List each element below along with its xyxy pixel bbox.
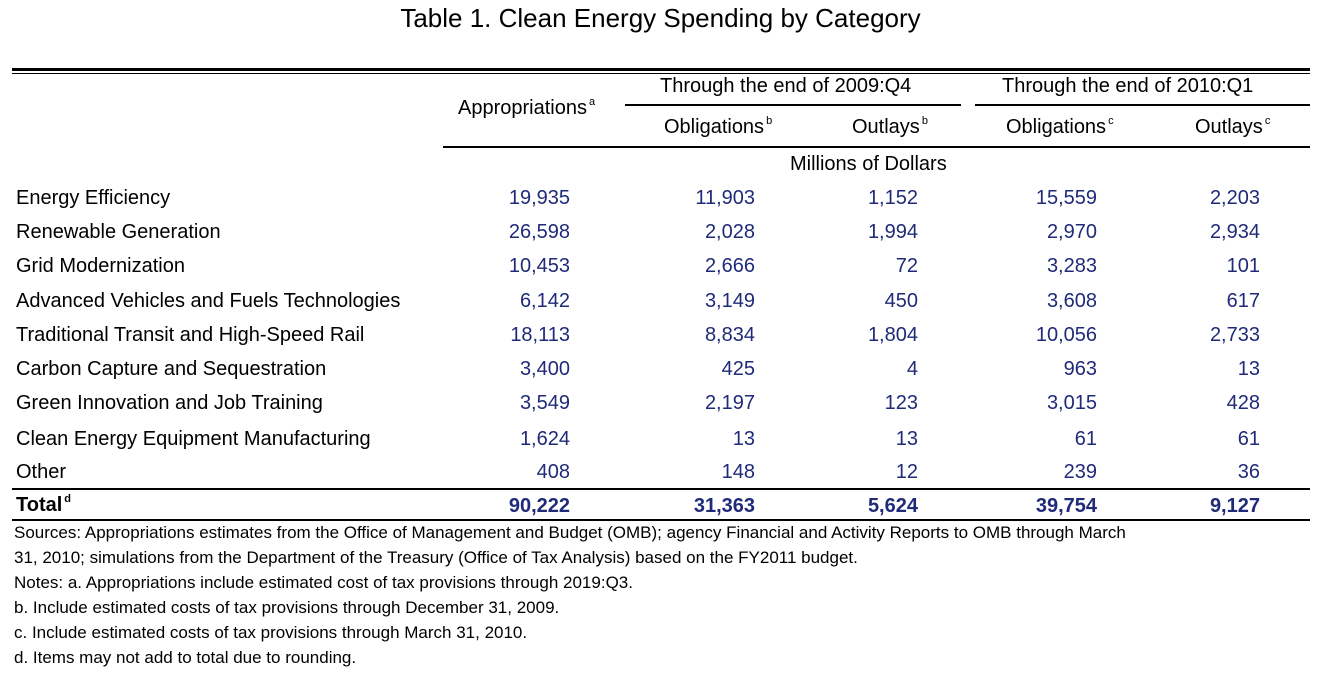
cell-outlays-2009: 123	[884, 392, 918, 414]
cell-obligations-2009: 2,197	[704, 392, 755, 414]
cell-outlays-2010: 2,733	[1209, 324, 1260, 346]
row-label: Clean Energy Equipment Manufacturing	[16, 428, 371, 450]
note-line: Sources: Appropriations estimates from t…	[14, 523, 1126, 542]
header-obligations-2009: Obligations b	[664, 115, 773, 139]
group-rule-2009q4	[625, 104, 961, 106]
total-outlays-2010: 9,127	[1209, 495, 1260, 517]
cell-obligations-2009: 11,903	[695, 187, 755, 209]
cell-obligations-2010: 239	[1063, 461, 1097, 483]
total-bottom-rule	[12, 519, 1310, 521]
cell-outlays-2010: 428	[1226, 392, 1260, 414]
group-rule-2010q1	[975, 104, 1310, 106]
note-line: b. Include estimated costs of tax provis…	[14, 598, 560, 617]
total-outlays-2009: 5,624	[867, 495, 918, 517]
note-line: c. Include estimated costs of tax provis…	[14, 623, 528, 642]
cell-outlays-2010: 2,934	[1209, 221, 1260, 243]
cell-obligations-2010: 15,559	[1035, 187, 1097, 209]
row-label: Other	[16, 461, 67, 483]
top-rule-thick	[12, 68, 1310, 71]
table-title: Table 1. Clean Energy Spending by Catego…	[400, 3, 921, 33]
units-label: Millions of Dollars	[790, 153, 947, 175]
total-label: Total d	[16, 493, 72, 517]
cell-outlays-2010: 61	[1237, 428, 1260, 450]
cell-obligations-2010: 3,015	[1046, 392, 1097, 414]
row-label: Energy Efficiency	[16, 187, 171, 209]
cell-outlays-2009: 13	[895, 428, 918, 450]
cell-outlays-2010: 13	[1237, 358, 1260, 380]
header-bottom-rule	[443, 146, 1310, 148]
cell-obligations-2009: 425	[721, 358, 755, 380]
cell-obligations-2010: 3,608	[1046, 290, 1097, 312]
cell-appropriations: 6,142	[519, 290, 570, 312]
cell-obligations-2009: 13	[732, 428, 755, 450]
cell-outlays-2009: 1,994	[867, 221, 918, 243]
row-label: Traditional Transit and High-Speed Rail	[16, 324, 365, 346]
cell-outlays-2009: 1,152	[867, 187, 918, 209]
cell-appropriations: 1,624	[519, 428, 570, 450]
cell-appropriations: 10,453	[508, 255, 570, 277]
cell-obligations-2009: 3,149	[704, 290, 755, 312]
cell-appropriations: 18,113	[510, 324, 570, 346]
row-label: Grid Modernization	[16, 255, 185, 277]
row-label: Green Innovation and Job Training	[16, 392, 323, 414]
cell-outlays-2009: 450	[884, 290, 918, 312]
cell-outlays-2009: 12	[895, 461, 918, 483]
header-outlays-2009: Outlays b	[852, 115, 928, 139]
cell-obligations-2009: 148	[721, 461, 755, 483]
total-obligations-2010: 39,754	[1035, 495, 1097, 517]
cell-obligations-2009: 2,666	[704, 255, 755, 277]
cell-appropriations: 19,935	[508, 187, 570, 209]
cell-obligations-2010: 3,283	[1046, 255, 1097, 277]
header-group-2010q1: Through the end of 2010:Q1	[1002, 75, 1254, 97]
header-appropriations: Appropriations a	[458, 96, 596, 120]
row-label: Carbon Capture and Sequestration	[16, 358, 327, 380]
cell-appropriations: 3,549	[519, 392, 570, 414]
cell-outlays-2010: 617	[1226, 290, 1260, 312]
header-group-2009q4: Through the end of 2009:Q4	[660, 75, 912, 97]
cell-outlays-2010: 36	[1237, 461, 1260, 483]
total-appropriations: 90,222	[508, 495, 570, 517]
total-obligations-2009: 31,363	[693, 495, 755, 517]
cell-obligations-2010: 10,056	[1035, 324, 1097, 346]
row-label: Advanced Vehicles and Fuels Technologies	[16, 290, 401, 312]
top-rule-thin	[12, 73, 1310, 74]
cell-obligations-2009: 8,834	[704, 324, 755, 346]
cell-obligations-2010: 963	[1063, 358, 1097, 380]
cell-outlays-2010: 101	[1226, 255, 1260, 277]
cell-outlays-2009: 1,804	[867, 324, 918, 346]
row-label: Renewable Generation	[16, 221, 221, 243]
cell-outlays-2010: 2,203	[1209, 187, 1260, 209]
note-line: Notes: a. Appropriations include estimat…	[14, 573, 633, 592]
total-top-rule	[12, 488, 1310, 490]
header-outlays-2010: Outlays c	[1195, 115, 1271, 139]
note-line: 31, 2010; simulations from the Departmen…	[14, 548, 858, 567]
cell-outlays-2009: 4	[906, 358, 918, 380]
cell-appropriations: 3,400	[519, 358, 570, 380]
note-line: d. Items may not add to total due to rou…	[14, 648, 357, 667]
cell-outlays-2009: 72	[895, 255, 918, 277]
header-obligations-2010: Obligations c	[1006, 115, 1114, 139]
cell-appropriations: 26,598	[508, 221, 570, 243]
cell-appropriations: 408	[536, 461, 570, 483]
cell-obligations-2009: 2,028	[704, 221, 755, 243]
cell-obligations-2010: 61	[1074, 428, 1097, 450]
cell-obligations-2010: 2,970	[1046, 221, 1097, 243]
